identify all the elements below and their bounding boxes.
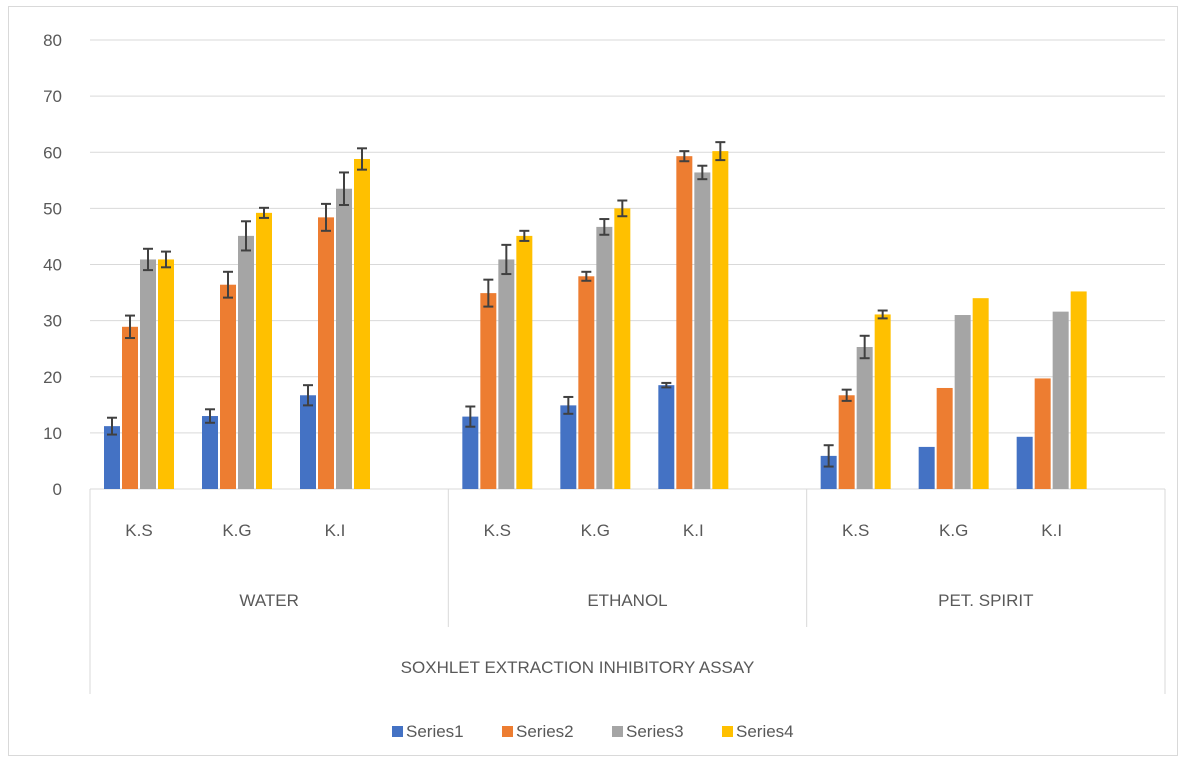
- y-tick-label: 10: [43, 424, 62, 443]
- bar: [874, 314, 891, 489]
- x-tick-label: K.I: [325, 521, 346, 540]
- legend-label: Series2: [516, 722, 574, 741]
- x-tick-label: K.G: [581, 521, 610, 540]
- bar: [838, 395, 855, 489]
- group-title-label: SOXHLET EXTRACTION INHIBITORY ASSAY: [401, 658, 755, 677]
- y-tick-label: 30: [43, 312, 62, 331]
- legend-label: Series3: [626, 722, 684, 741]
- legend-swatch: [722, 726, 733, 737]
- bar: [122, 326, 138, 489]
- bar: [658, 385, 675, 489]
- bar: [694, 172, 711, 489]
- y-tick-label: 0: [53, 480, 62, 499]
- legend-swatch: [392, 726, 403, 737]
- bar: [820, 455, 837, 489]
- bar: [1070, 291, 1087, 489]
- bar: [614, 208, 631, 489]
- bar: [1052, 311, 1069, 489]
- bar: [462, 416, 479, 489]
- x-tick-label: K.S: [842, 521, 869, 540]
- bar: [202, 416, 218, 489]
- bar: [140, 259, 156, 489]
- bar: [596, 226, 613, 490]
- y-tick-label: 60: [43, 143, 62, 162]
- x-tick-label: K.I: [1041, 521, 1062, 540]
- bar: [220, 284, 236, 489]
- group-label: ETHANOL: [587, 591, 667, 610]
- bar: [676, 156, 693, 489]
- bar: [158, 259, 174, 489]
- x-tick-label: K.G: [939, 521, 968, 540]
- bar: [936, 387, 953, 489]
- bar: [498, 259, 515, 489]
- bar: [238, 235, 254, 489]
- group-label: WATER: [239, 591, 299, 610]
- bar: [480, 293, 497, 489]
- x-tick-label: K.G: [222, 521, 251, 540]
- y-tick-label: 70: [43, 87, 62, 106]
- bar: [516, 235, 533, 489]
- y-tick-label: 40: [43, 256, 62, 275]
- bar: [318, 217, 334, 490]
- bar: [104, 426, 120, 489]
- bar: [578, 276, 595, 489]
- x-tick-label: K.S: [125, 521, 152, 540]
- y-tick-label: 20: [43, 368, 62, 387]
- y-tick-label: 50: [43, 199, 62, 218]
- bar: [336, 188, 352, 489]
- bar: [712, 151, 729, 489]
- bar: [972, 298, 989, 489]
- bar: [918, 446, 935, 489]
- bar: [1034, 378, 1051, 489]
- x-tick-label: K.I: [683, 521, 704, 540]
- legend-swatch: [612, 726, 623, 737]
- bar: [954, 315, 971, 489]
- y-tick-label: 80: [43, 31, 62, 50]
- legend-label: Series1: [406, 722, 464, 741]
- bar: [560, 405, 577, 489]
- bar: [300, 395, 316, 489]
- bar: [1016, 436, 1033, 489]
- bar: [856, 347, 873, 489]
- legend-label: Series4: [736, 722, 794, 741]
- bar: [354, 158, 370, 490]
- x-tick-label: K.S: [484, 521, 511, 540]
- legend-swatch: [502, 726, 513, 737]
- bar: [256, 212, 272, 490]
- group-label: PET. SPIRIT: [938, 591, 1033, 610]
